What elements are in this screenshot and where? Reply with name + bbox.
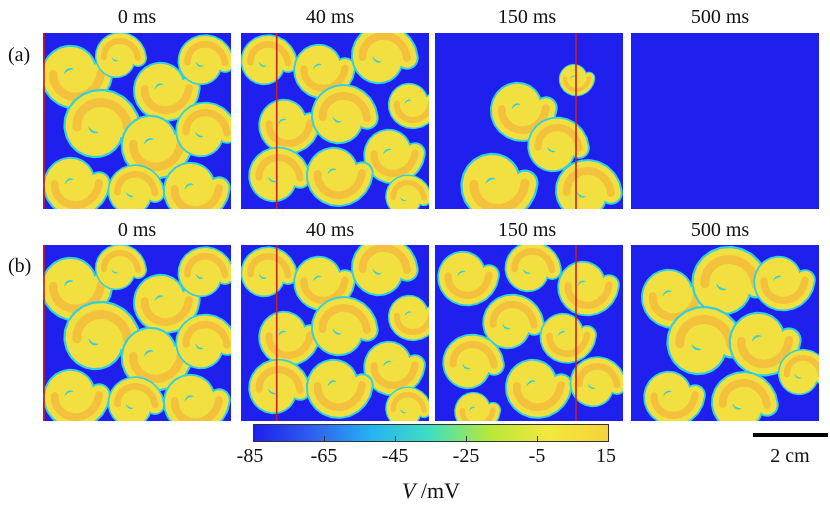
voltage-map	[631, 245, 819, 421]
time-label-a-3: 500 ms	[690, 6, 750, 28]
panel-b-150ms	[435, 245, 623, 421]
scale-bar-label: 2 cm	[770, 445, 810, 467]
voltage-map	[241, 33, 429, 209]
colorbar-tick: -45	[381, 445, 409, 467]
row-label-b: (b)	[8, 255, 32, 277]
voltage-map	[435, 245, 623, 421]
scale-bar	[753, 433, 828, 437]
colorbar-tick: -5	[528, 445, 546, 467]
time-label-a-1: 40 ms	[305, 6, 355, 28]
time-label-b-1: 40 ms	[305, 219, 355, 241]
colorbar-tick: -85	[236, 445, 264, 467]
row-label-a: (a)	[8, 44, 31, 66]
time-label-b-2: 150 ms	[497, 219, 557, 241]
panel-a-150ms	[435, 33, 623, 209]
wavefront	[455, 393, 500, 421]
voltage-map	[43, 33, 231, 209]
colorbar-title: V /mV	[402, 478, 460, 504]
panel-a-40ms	[241, 33, 429, 209]
wavefront	[164, 163, 229, 209]
voltage-map	[43, 245, 231, 421]
panel-b-40ms	[241, 245, 429, 421]
voltage-map	[241, 245, 429, 421]
time-label-a-0: 0 ms	[117, 6, 157, 28]
time-label-a-2: 150 ms	[497, 6, 557, 28]
panel-b-500ms	[631, 245, 819, 421]
wavefront	[164, 375, 229, 421]
time-label-b-3: 500 ms	[690, 219, 750, 241]
voltage-map	[631, 33, 819, 209]
voltage-map	[435, 33, 623, 209]
panel-b-0ms	[43, 245, 231, 421]
panel-a-500ms	[631, 33, 819, 209]
panel-a-0ms	[43, 33, 231, 209]
colorbar-tick: -65	[310, 445, 338, 467]
colorbar-variable: V	[401, 478, 416, 503]
time-label-b-0: 0 ms	[117, 219, 157, 241]
colorbar-tick: -25	[452, 445, 480, 467]
colorbar-unit: /mV	[415, 478, 461, 503]
colorbar	[253, 424, 609, 442]
colorbar-tick: 15	[596, 445, 616, 467]
